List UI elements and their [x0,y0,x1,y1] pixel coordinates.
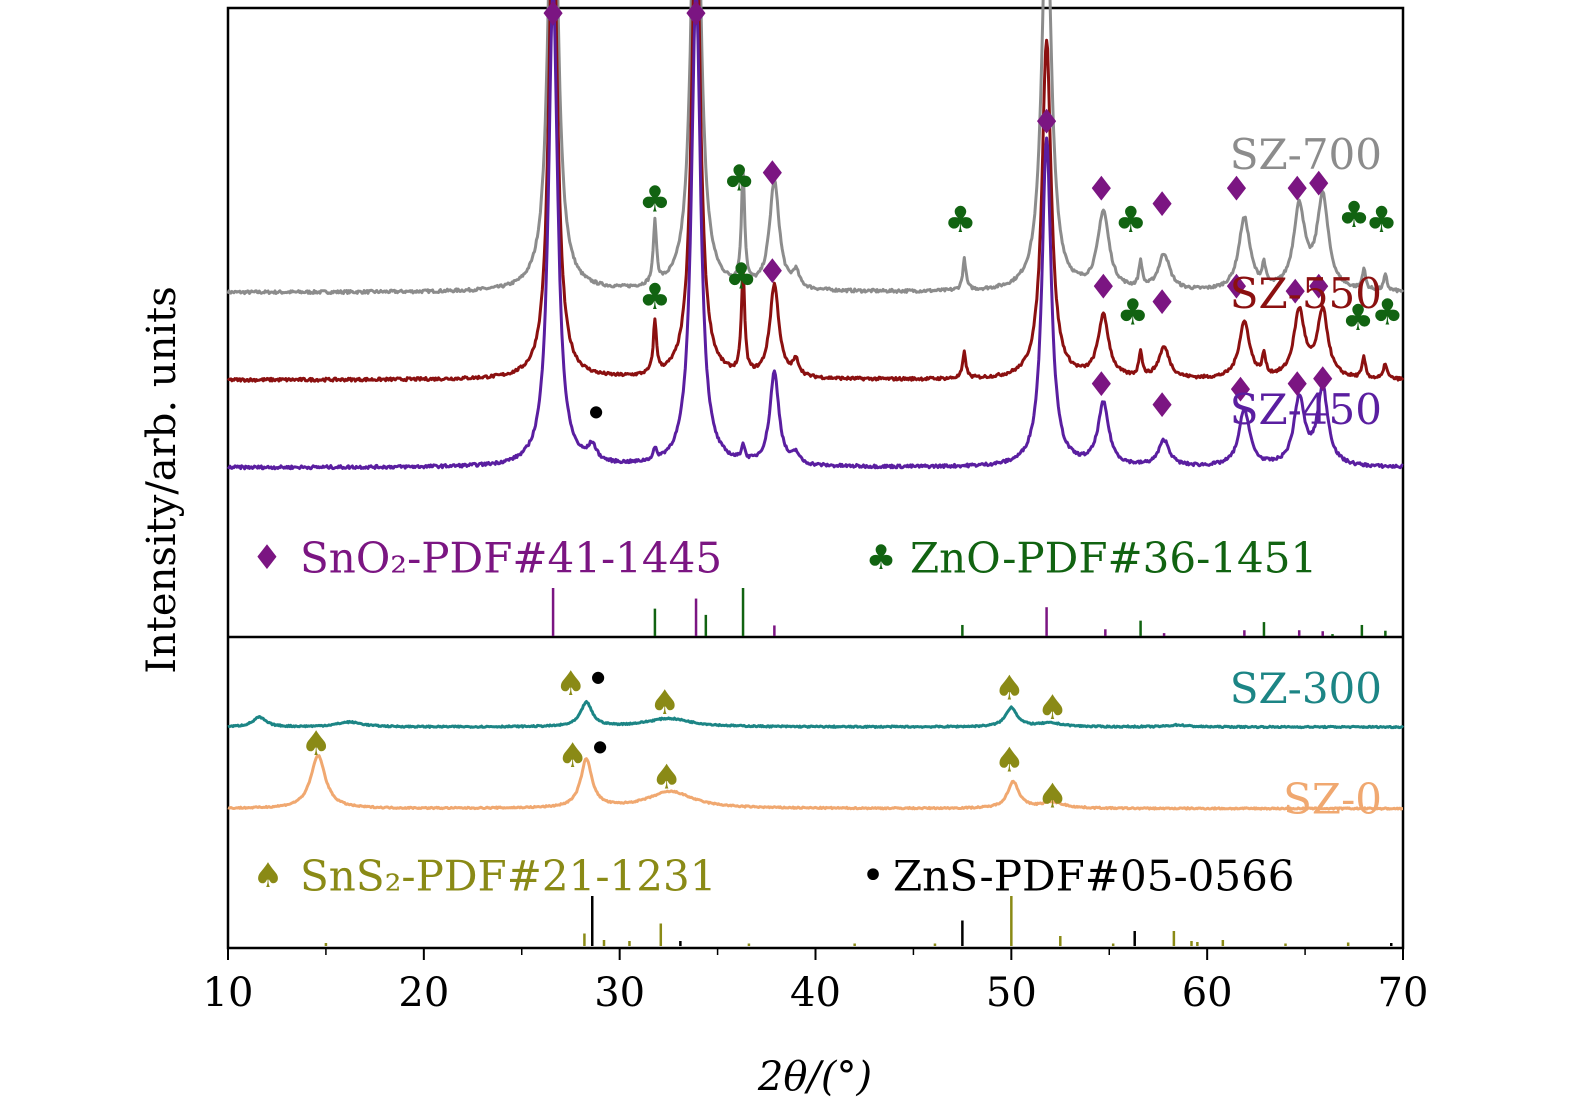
club-marker: ♣ [723,159,755,200]
diamond-marker: ♦ [1282,365,1312,405]
spade-marker: ♠ [994,669,1024,709]
reference-pattern [591,896,1393,946]
legend-symbol: ♣ [866,538,896,578]
series-label: SZ-700 [1230,130,1382,179]
series-label: SZ-450 [1230,385,1382,434]
diamond-marker: ♦ [1147,185,1177,225]
diamond-marker: ♦ [1088,267,1118,307]
legend-entry: ♦ SnO₂-PDF#41-1445 [252,534,722,583]
series-line [227,754,1404,811]
diamond-marker: ♦ [1221,170,1251,210]
diamond-marker: ♦ [1280,273,1310,313]
dot-marker: ● [593,737,607,756]
x-tick-label: 70 [1378,970,1429,1016]
series-line [226,0,1405,383]
diamond-marker: ♦ [1307,360,1337,400]
legend-symbol: • [861,853,885,899]
diamond-marker: ♦ [1031,103,1061,143]
legend-label: ZnS-PDF#05-0566 [893,852,1295,901]
diamond-marker: ♦ [1086,365,1116,405]
dot-marker: ● [589,401,603,420]
peak-markers: ♦ ♦♦♦ ♦ ♦ ♦ ♦♦♣♣♣ ♣ ♣♣♦ ♦ ♦ ♦ ♦♦♣♣♣ ♣♣♦♦ ♦ ♦♦●♠ ●♠ ♠ ♠♠ ♠ ●… [301,0,1404,817]
club-marker: ♣ [1115,200,1147,241]
x-axis-label: 2θ/(°) [757,1054,872,1100]
legend: ♦ SnO₂-PDF#41-1445 ♣ ZnO-PDF#36-1451 ♠ SnS₂-P… [252,534,1317,901]
x-tick-label: 50 [986,970,1037,1016]
reference-patterns [324,588,1393,946]
x-tick-label: 60 [1182,970,1233,1016]
spade-marker: ♠ [651,757,681,797]
diamond-marker: ♦ [1147,386,1177,426]
series-curves [226,0,1405,811]
x-tick-label: 20 [398,970,449,1016]
series-label: SZ-0 [1283,774,1382,823]
club-marker: ♣ [639,277,671,318]
series-labels: SZ-700 SZ-550 SZ-450 SZ-300 SZ-0 [1230,130,1382,824]
legend-symbol: ♠ [253,856,283,896]
x-tick-label: 40 [790,970,841,1016]
diamond-marker: ♦ [1147,283,1177,323]
series-label: SZ-300 [1230,664,1382,713]
reference-pattern [324,896,1350,946]
club-marker: ♣ [1342,298,1374,339]
spade-marker: ♠ [1037,777,1067,817]
diamond-marker: ♦ [1086,170,1116,210]
diamond-marker: ♦ [1304,267,1334,307]
series-line [227,700,1405,730]
club-marker: ♣ [1338,195,1370,236]
legend-label: SnS₂-PDF#21-1231 [300,852,716,901]
series-line [226,0,1404,471]
diamond-marker: ♦ [538,0,568,34]
dot-marker: ● [591,667,605,686]
reference-pattern [653,588,1387,636]
reference-pattern [551,588,1324,636]
series-line [226,0,1405,296]
club-marker: ♣ [1365,200,1397,241]
series-label: SZ-550 [1230,269,1382,318]
spade-marker: ♠ [301,724,331,764]
legend-symbol: ♦ [252,538,282,578]
diamond-marker: ♦ [1221,267,1251,307]
club-marker: ♣ [639,179,671,220]
diamond-marker: ♦ [757,252,787,292]
legend-entry: ♠ SnS₂-PDF#21-1231 [253,852,717,901]
legend-label: ZnO-PDF#36-1451 [910,534,1317,583]
club-marker: ♣ [1117,293,1149,334]
legend-entry: • ZnS-PDF#05-0566 [861,852,1294,901]
diamond-marker: ♦ [757,154,787,194]
diamond-marker: ♦ [1282,170,1312,210]
y-axis-label: Intensity/arb. units [139,286,185,673]
x-axis: 10 20 30 40 50 60 70 [203,948,1429,1016]
club-marker: ♣ [1371,293,1403,334]
x-tick-label: 30 [594,970,645,1016]
spade-marker: ♠ [649,683,679,723]
club-marker: ♣ [944,200,976,241]
diamond-marker: ♦ [1304,164,1334,204]
spade-marker: ♠ [557,736,587,776]
spade-marker: ♠ [994,741,1024,781]
spade-marker: ♠ [1037,688,1067,728]
spade-marker: ♠ [555,664,585,704]
diamond-marker: ♦ [1225,370,1255,410]
legend-entry: ♣ ZnO-PDF#36-1451 [866,534,1317,583]
x-tick-label: 10 [203,970,254,1016]
legend-label: SnO₂-PDF#41-1445 [300,534,722,583]
club-marker: ♣ [725,257,757,298]
diamond-marker: ♦ [681,0,711,34]
